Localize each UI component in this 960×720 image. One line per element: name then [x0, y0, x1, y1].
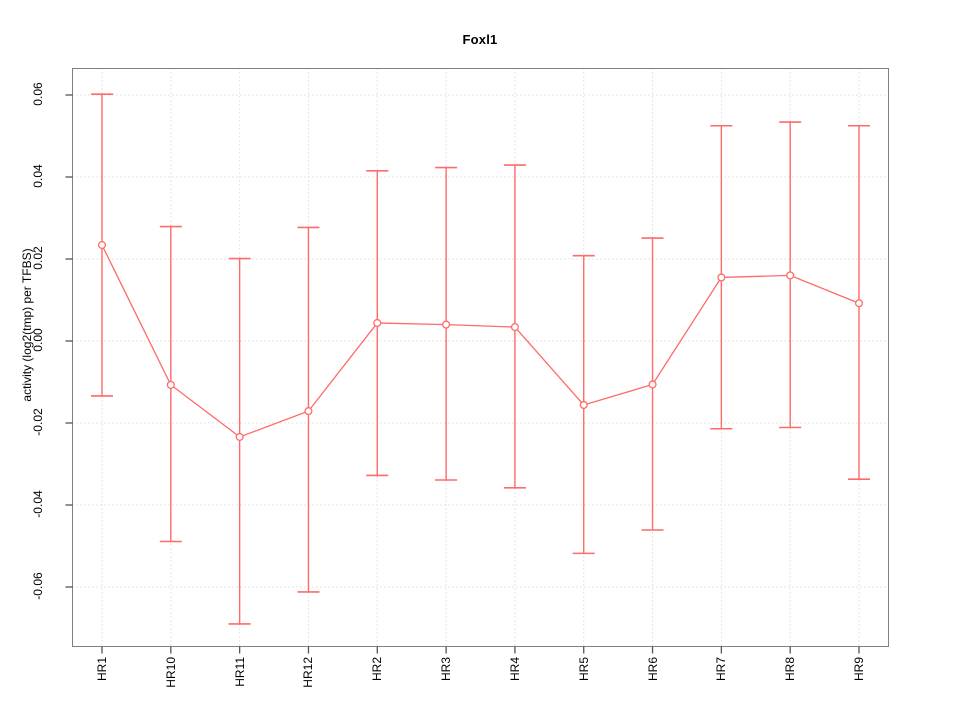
- x-tick-label: HR3: [439, 656, 454, 681]
- x-tick-label: HR7: [714, 656, 729, 681]
- data-point[interactable]: [648, 380, 657, 389]
- x-tick-label: HR11: [232, 656, 247, 687]
- y-tick-label: 0.00: [30, 328, 45, 352]
- data-point[interactable]: [97, 241, 107, 250]
- x-tick-label: HR10: [163, 656, 178, 688]
- data-point[interactable]: [579, 400, 588, 410]
- data-point[interactable]: [510, 323, 519, 332]
- x-tick-label: HR4: [507, 656, 522, 681]
- x-tick-label: HR5: [576, 656, 591, 681]
- data-point[interactable]: [854, 299, 864, 308]
- data-point[interactable]: [166, 380, 175, 389]
- x-tick-label: HR6: [645, 656, 660, 681]
- axis-ticks: [65, 94, 860, 654]
- data-point[interactable]: [717, 273, 726, 282]
- grid-lines: [72, 68, 889, 647]
- x-tick-label: HR8: [783, 656, 798, 681]
- y-tick-label: 0.02: [30, 246, 45, 270]
- error-bars: [91, 93, 870, 625]
- y-tick-label: 0.04: [30, 164, 45, 188]
- series-line: [101, 244, 860, 438]
- y-tick-label: -0.06: [30, 572, 45, 600]
- y-tick-label: -0.04: [30, 490, 45, 518]
- plot-frame: [72, 68, 889, 647]
- x-tick-label: HR1: [95, 656, 109, 681]
- page-title: Foxl1: [462, 32, 498, 47]
- data-point[interactable]: [786, 271, 795, 280]
- y-tick-label: 0.06: [30, 82, 45, 106]
- y-tick-label: -0.02: [30, 408, 45, 436]
- x-tick-label: HR2: [370, 656, 385, 681]
- data-point[interactable]: [304, 407, 313, 416]
- x-tick-label: HR9: [852, 656, 866, 681]
- data-point[interactable]: [235, 432, 244, 441]
- data-line: [101, 244, 860, 438]
- data-points[interactable]: [97, 241, 864, 441]
- x-tick-label: HR12: [301, 656, 316, 688]
- data-point[interactable]: [442, 320, 451, 329]
- data-point[interactable]: [373, 318, 382, 328]
